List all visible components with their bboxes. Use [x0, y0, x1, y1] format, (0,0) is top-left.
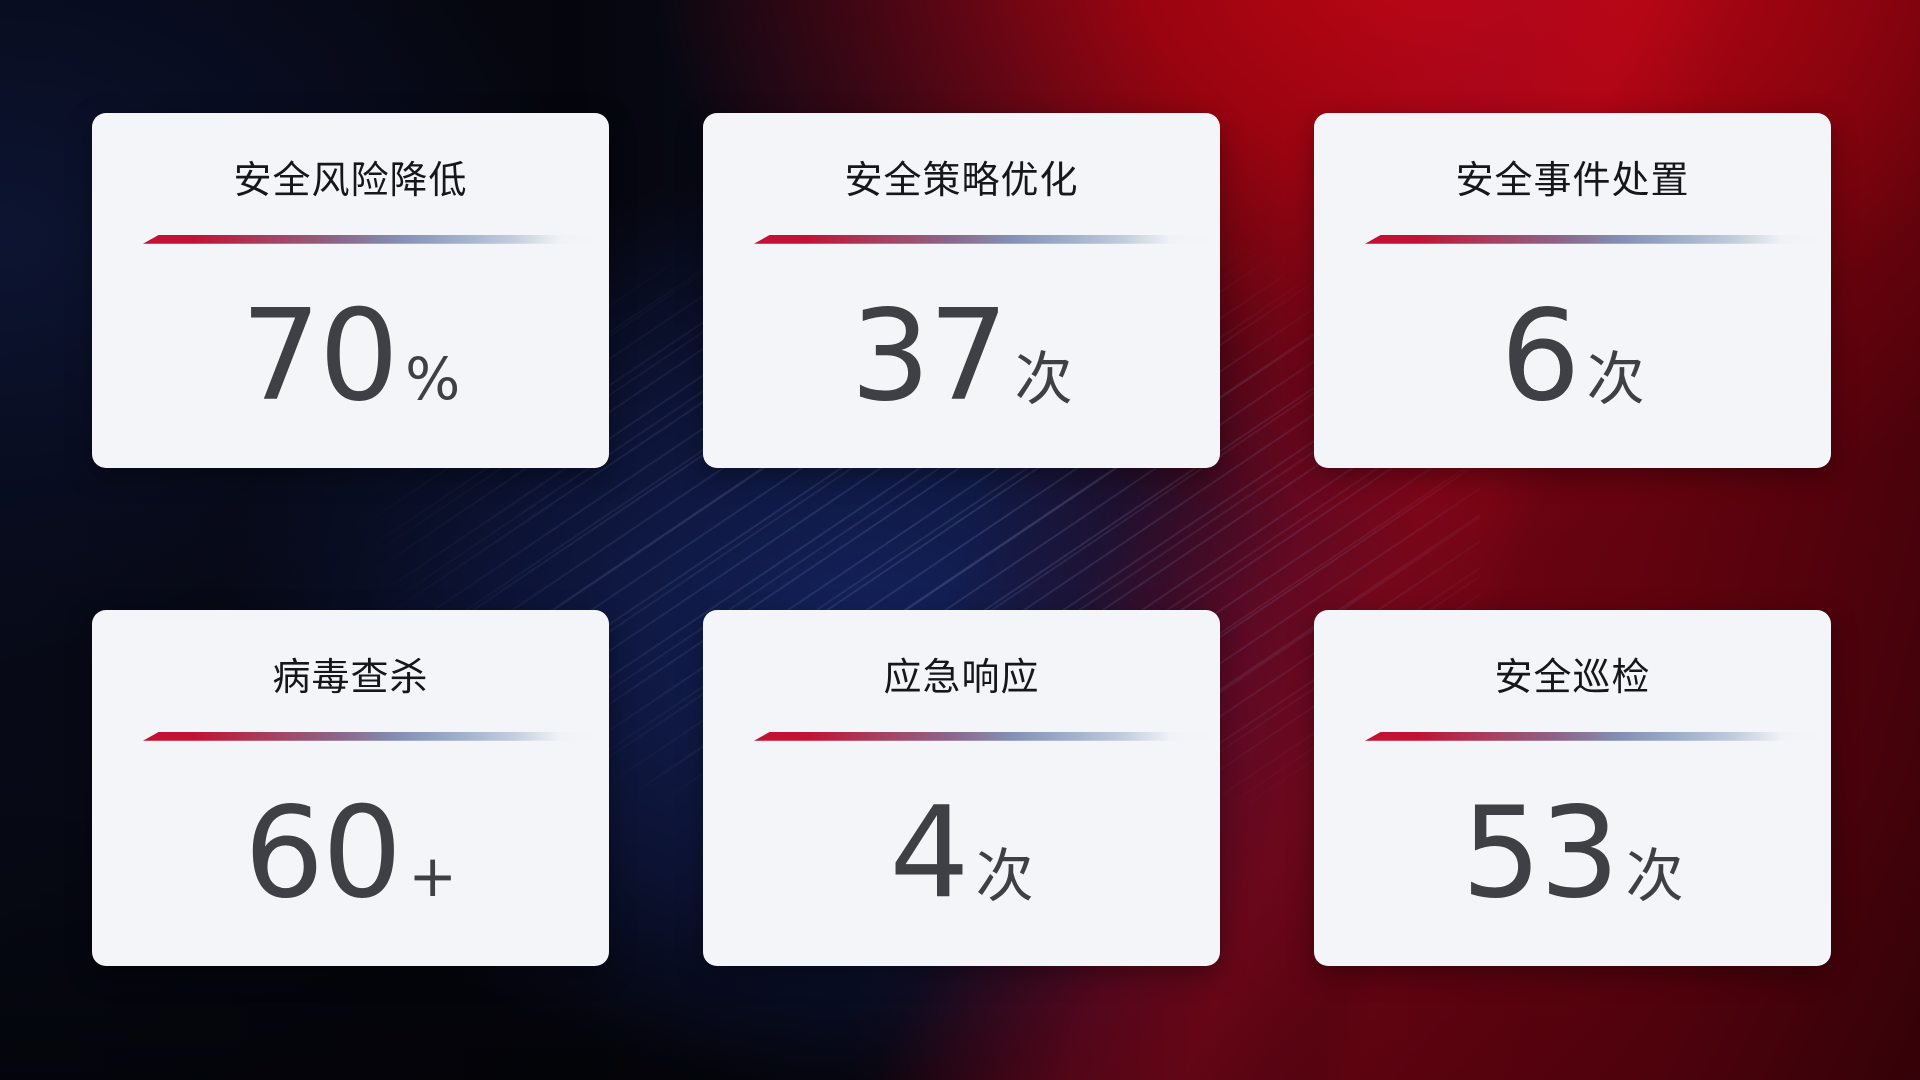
stat-value: 53	[1461, 779, 1619, 927]
card-title: 安全事件处置	[1455, 158, 1690, 202]
gradient-underline	[1365, 731, 1822, 741]
stat-card-security-incident-handling: 安全事件处置 6 次	[1314, 113, 1831, 468]
stat-value: 60	[244, 779, 402, 927]
stats-grid: 安全风险降低 70 % 安全策略优化 37 次 安全事件处置 6 次	[92, 113, 1831, 966]
card-value-area: 70 %	[92, 244, 609, 468]
card-title: 应急响应	[883, 655, 1040, 699]
stat-unit: 次	[975, 842, 1034, 911]
card-value-group: 53 次	[1461, 790, 1683, 916]
card-title: 安全巡检	[1494, 655, 1651, 699]
card-title: 安全策略优化	[844, 158, 1079, 202]
card-value-group: 4 次	[889, 790, 1033, 916]
stat-card-security-inspection: 安全巡检 53 次	[1314, 610, 1831, 966]
gradient-underline	[754, 234, 1211, 244]
card-value-area: 60 +	[92, 741, 609, 966]
stat-unit: 次	[1586, 344, 1645, 413]
stat-card-security-policy-optimization: 安全策略优化 37 次	[703, 113, 1220, 468]
card-value-area: 4 次	[703, 741, 1220, 966]
card-value-area: 6 次	[1314, 244, 1831, 468]
card-value-group: 37 次	[850, 281, 1073, 429]
card-value-group: 70 %	[240, 281, 461, 429]
card-value-area: 37 次	[703, 244, 1220, 468]
stat-card-virus-scan: 病毒查杀 60 +	[92, 610, 609, 966]
stat-value: 6	[1500, 281, 1580, 429]
gradient-underline	[143, 731, 600, 741]
gradient-underline	[754, 731, 1211, 741]
card-title: 安全风险降低	[233, 158, 468, 202]
card-value-group: 60 +	[244, 790, 457, 916]
stat-unit: 次	[1014, 344, 1073, 413]
stat-unit: +	[408, 842, 457, 911]
card-value-area: 53 次	[1314, 741, 1831, 966]
stat-unit: %	[405, 344, 461, 413]
card-value-group: 6 次	[1500, 281, 1645, 429]
stat-card-emergency-response: 应急响应 4 次	[703, 610, 1220, 966]
stat-value: 70	[240, 281, 399, 429]
stat-value: 37	[850, 281, 1008, 429]
stat-card-security-risk-reduction: 安全风险降低 70 %	[92, 113, 609, 468]
card-title: 病毒查杀	[272, 655, 429, 699]
stat-value: 4	[889, 779, 969, 927]
gradient-underline	[143, 234, 600, 244]
stat-unit: 次	[1625, 842, 1684, 911]
gradient-underline	[1365, 234, 1822, 244]
